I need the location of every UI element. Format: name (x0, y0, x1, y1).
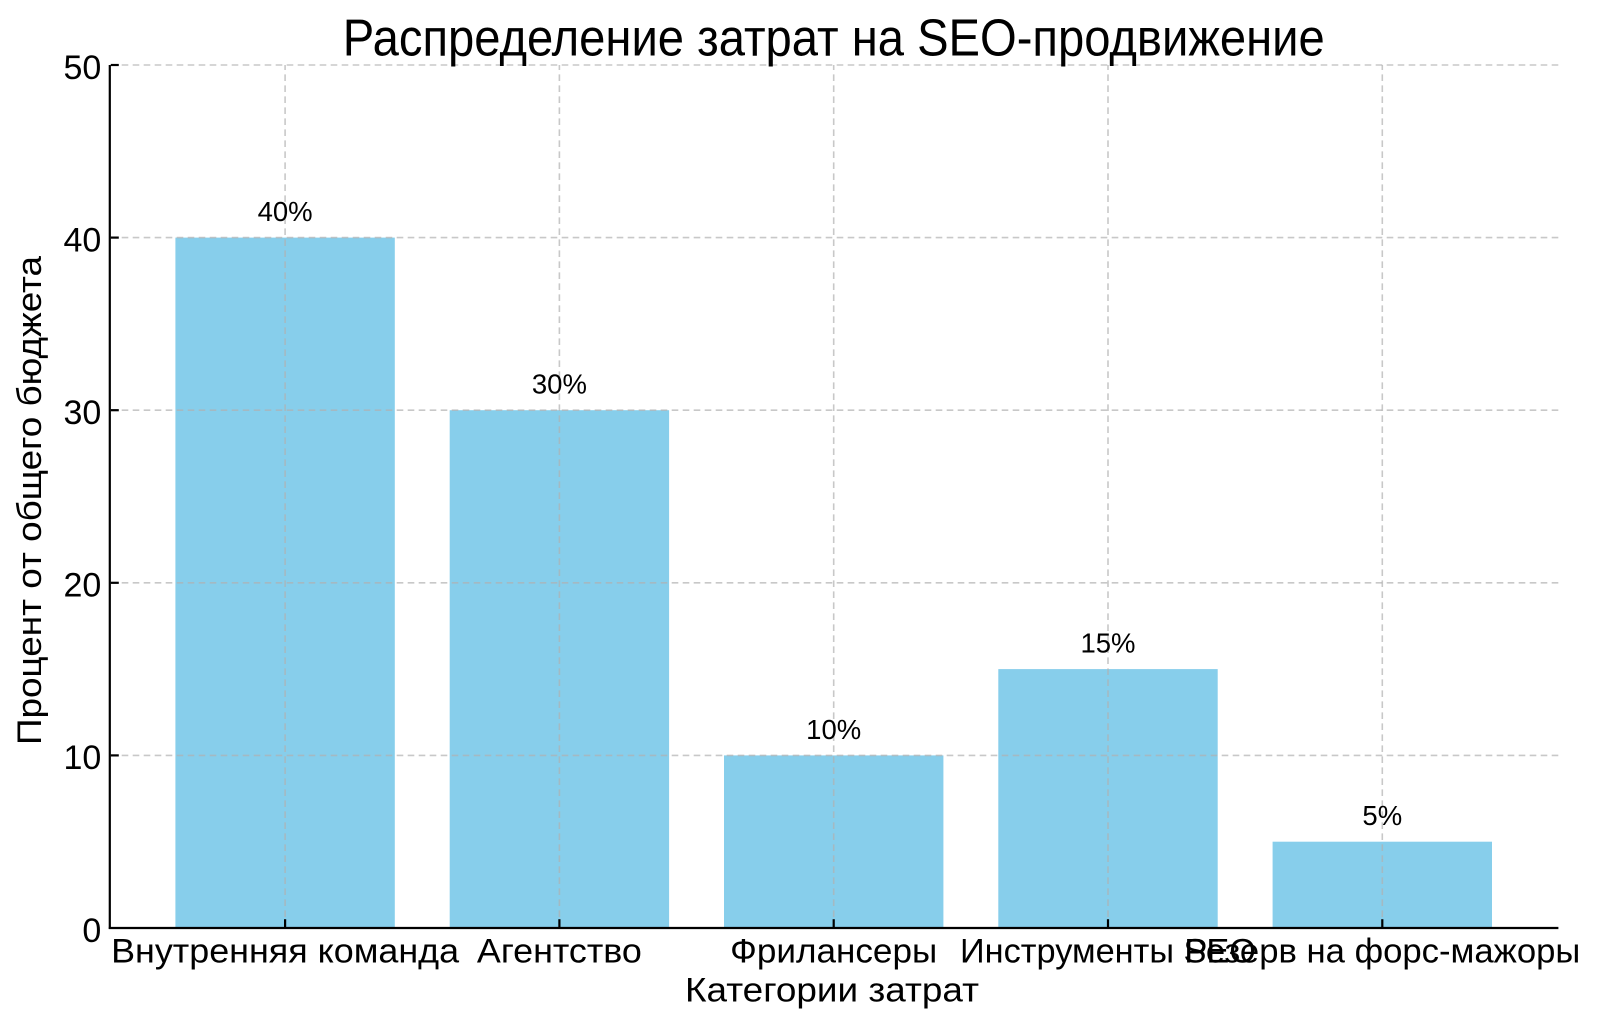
svg-text:0: 0 (82, 912, 101, 950)
svg-text:Процент от общего бюджета: Процент от общего бюджета (11, 256, 49, 745)
svg-text:20: 20 (63, 567, 101, 605)
svg-text:10: 10 (63, 739, 101, 777)
svg-text:Инструменты SEO: Инструменты SEO (960, 932, 1256, 970)
svg-text:10%: 10% (806, 714, 861, 745)
svg-text:Распределение затрат на SEO-пр: Распределение затрат на SEO-продвижение (343, 10, 1325, 68)
svg-text:30: 30 (63, 394, 101, 432)
svg-text:40%: 40% (258, 196, 313, 227)
svg-text:40: 40 (63, 221, 101, 259)
svg-text:Фрилансеры: Фрилансеры (730, 932, 937, 970)
svg-text:Агентство: Агентство (477, 932, 642, 970)
svg-text:15%: 15% (1080, 628, 1135, 659)
svg-text:Внутренняя команда: Внутренняя команда (111, 932, 459, 970)
svg-text:50: 50 (63, 49, 101, 87)
svg-text:Категории затрат: Категории затрат (685, 972, 979, 1010)
svg-text:Резерв на форс-мажоры: Резерв на форс-мажоры (1184, 932, 1580, 970)
svg-text:5%: 5% (1362, 800, 1402, 831)
svg-text:30%: 30% (532, 369, 587, 400)
